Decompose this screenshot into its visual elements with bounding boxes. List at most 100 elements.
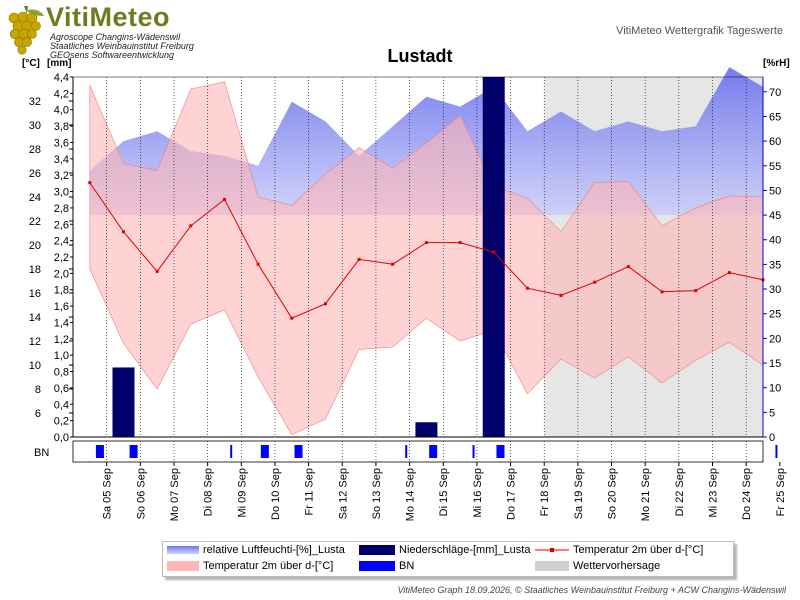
x-tick-label: Mo 14 Sep: [405, 468, 417, 521]
humidity-tick-label: 50: [769, 185, 781, 197]
legend-temp-line-swatch: [535, 548, 569, 552]
chart-title: Lustadt: [387, 46, 453, 66]
temperature-point: [155, 269, 159, 273]
x-tick-label: Fr 25 Sep: [775, 468, 787, 516]
x-tick-label: Fr 11 Sep: [304, 468, 316, 516]
temp-tick-label: 16: [29, 288, 41, 300]
x-tick-label: So 13 Sep: [371, 468, 383, 519]
legend-temp-line-label: Temperatur 2m über d-[°C]: [573, 544, 704, 556]
temperature-point: [458, 241, 462, 245]
bn-marker: [429, 445, 438, 458]
x-tick-label: Do 10 Sep: [270, 468, 282, 520]
x-tick-label: Sa 12 Sep: [337, 468, 349, 519]
x-tick-label: Di 15 Sep: [438, 468, 450, 516]
x-tick-label: Mi 16 Sep: [472, 468, 484, 518]
legend-bn-swatch: [359, 561, 395, 571]
x-tick-label: Mi 23 Sep: [708, 468, 720, 518]
precip-tick-label: 3,2: [54, 170, 69, 182]
temp-tick-label: 6: [35, 408, 41, 420]
precip-tick-label: 1,0: [54, 350, 69, 362]
temperature-point: [525, 286, 529, 290]
temperature-point: [323, 302, 327, 306]
bn-marker: [230, 445, 233, 458]
x-tick-label: So 20 Sep: [607, 468, 619, 519]
x-tick-label: Mo 21 Sep: [640, 468, 652, 521]
x-tick-label: So 06 Sep: [135, 468, 147, 519]
legend-forecast-swatch: [535, 561, 569, 571]
temp-tick-label: 26: [29, 168, 41, 180]
precip-bar: [112, 367, 135, 437]
humidity-tick-label: 35: [769, 259, 781, 271]
temp-tick-label: 8: [35, 384, 41, 396]
temperature-point: [391, 262, 395, 266]
humidity-tick-label: 25: [769, 309, 781, 321]
bn-marker: [405, 445, 408, 458]
precip-tick-label: 3,8: [54, 121, 69, 133]
precip-tick-label: 2,4: [54, 236, 69, 248]
precip-tick-label: 1,2: [54, 334, 69, 346]
precip-tick-label: 2,8: [54, 203, 69, 215]
humidity-tick-label: 10: [769, 383, 781, 395]
temp-tick-label: 18: [29, 264, 41, 276]
humidity-tick-label: 30: [769, 284, 781, 296]
logo-line-3: GEOsens Softwareentwicklung: [50, 50, 175, 60]
bn-marker: [472, 445, 475, 458]
legend-temp-band-label: Temperatur 2m über d-[°C]: [203, 560, 334, 572]
bn-marker: [260, 445, 269, 458]
bn-marker: [129, 445, 138, 458]
x-tick-label: Di 08 Sep: [203, 468, 215, 516]
temperature-point: [727, 271, 731, 275]
precip-tick-label: 0,4: [54, 399, 69, 411]
logo-line-2: Staatliches Weinbauinstitut Freiburg: [50, 41, 194, 51]
humidity-tick-label: 40: [769, 235, 781, 247]
legend-precip-label: Niederschläge-[mm]_Lusta: [399, 544, 531, 556]
humidity-band: [89, 67, 764, 216]
vitimeteo-logo: VitiMeteo Agroscope Changins-Wädenswil S…: [6, 2, 196, 60]
precip-tick-label: 4,2: [54, 88, 69, 100]
temperature-point: [694, 289, 698, 293]
temp-tick-label: 14: [29, 312, 41, 324]
precip-tick-label: 0,8: [54, 367, 69, 379]
x-tick-label: Fr 18 Sep: [539, 468, 551, 516]
humidity-tick-label: 60: [769, 136, 781, 148]
temperature-point: [626, 265, 630, 269]
precip-bar: [415, 422, 438, 437]
precip-tick-label: 4,4: [54, 72, 69, 84]
precip-tick-label: 0,0: [54, 432, 69, 444]
humidity-tick-label: 45: [769, 210, 781, 222]
humidity-tick-label: 55: [769, 161, 781, 173]
temperature-point: [357, 257, 361, 261]
precip-tick-label: 3,0: [54, 187, 69, 199]
temperature-point: [559, 293, 563, 297]
temp-tick-label: 32: [29, 96, 41, 108]
humidity-tick-label: 20: [769, 333, 781, 345]
x-tick-label: Do 17 Sep: [506, 468, 518, 520]
temp-tick-label: 28: [29, 144, 41, 156]
temp-tick-label: 10: [29, 360, 41, 372]
footer-credit: VitiMeteo Graph 18.09.2026, © Staatliche…: [397, 585, 786, 595]
precip-tick-label: 1,4: [54, 317, 69, 329]
humidity-unit-label: [%rH]: [763, 58, 790, 69]
temperature-point: [121, 230, 125, 234]
x-tick-label: Do 24 Sep: [741, 468, 753, 520]
humidity-tick-label: 0: [769, 432, 775, 444]
temp-tick-label: 24: [29, 192, 41, 204]
humidity-tick-label: 70: [769, 87, 781, 99]
legend-humidity-swatch: [167, 546, 199, 554]
bn-marker: [496, 445, 505, 458]
bn-marker: [95, 445, 104, 458]
temperature-point: [256, 262, 260, 266]
bn-marker: [775, 445, 778, 458]
precip-tick-label: 1,6: [54, 301, 69, 313]
temp-tick-label: 12: [29, 336, 41, 348]
temperature-point: [424, 241, 428, 245]
precip-tick-label: 2,0: [54, 268, 69, 280]
temperature-point: [660, 290, 664, 294]
temperature-point: [88, 181, 92, 185]
precip-tick-label: 4,0: [54, 105, 69, 117]
temperature-point: [492, 250, 496, 254]
temp-unit-label: [°C]: [22, 58, 40, 69]
logo-title: VitiMeteo: [46, 2, 171, 32]
x-tick-label: Di 22 Sep: [674, 468, 686, 516]
